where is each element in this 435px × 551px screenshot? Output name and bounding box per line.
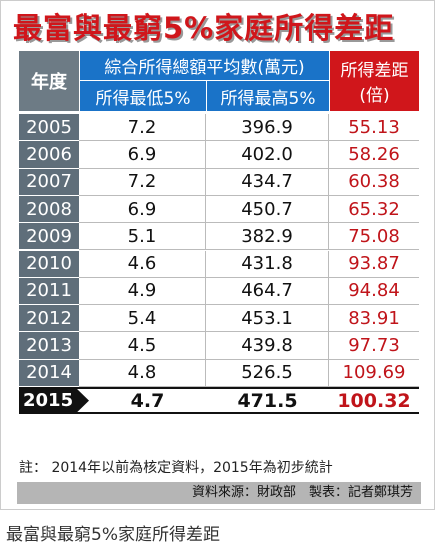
low-value: 4.5: [79, 332, 206, 360]
caption: 最富與最窮5%家庭所得差距: [6, 525, 220, 545]
year: 2012: [19, 305, 79, 333]
note: 註： 2014年以前為核定資料，2015年為初步統計: [19, 460, 333, 476]
ratio-value: 58.26: [329, 141, 419, 169]
low-header: 所得最低5%: [79, 81, 206, 111]
ratio-value: 93.87: [329, 250, 419, 278]
low-value: 4.8: [79, 359, 206, 387]
infographic: 最富與最窮5%家庭所得差距 註： 2014年以前為核定資料，2015年為初步統計…: [0, 0, 435, 510]
year: 2015: [19, 387, 89, 415]
high-value: 439.8: [206, 332, 329, 360]
ratio-value: 94.84: [329, 277, 419, 306]
year: 2009: [19, 223, 79, 251]
year: 2010: [19, 250, 79, 278]
ratio-value: 97.73: [329, 332, 419, 360]
high-value: 396.9: [206, 114, 329, 142]
source: 資料來源：財政部 製表：記者鄭琪芳: [17, 482, 421, 504]
high-value: 464.7: [206, 277, 329, 306]
low-value: 4.7: [130, 389, 165, 412]
low-value: 6.9: [79, 195, 206, 224]
high-value: 434.7: [206, 168, 329, 196]
ratio-value: 60.38: [329, 168, 419, 196]
ratio-value: 75.08: [329, 223, 419, 251]
ratio-header: 所得差距 (倍): [329, 51, 419, 111]
year: 2013: [19, 332, 79, 360]
low-value: 7.2: [79, 114, 206, 142]
low-value: 5.1: [79, 223, 206, 251]
ratio-value: 65.32: [329, 195, 419, 224]
high-value: 402.0: [206, 141, 329, 169]
low-value: 4.6: [79, 250, 206, 278]
high-value: 450.7: [206, 195, 329, 224]
title: 最富與最窮5%家庭所得差距: [13, 11, 395, 45]
ratio-value: 100.32: [337, 389, 411, 412]
high-header: 所得最高5%: [206, 81, 329, 111]
low-value: 6.9: [79, 141, 206, 169]
high-value: 526.5: [206, 359, 329, 387]
year: 2005: [19, 114, 79, 142]
high-value: 382.9: [206, 223, 329, 251]
ratio-value: 83.91: [329, 305, 419, 333]
high-value: 453.1: [206, 305, 329, 333]
year: 2014: [19, 359, 79, 387]
ratio-header-line: 所得差距: [340, 61, 409, 81]
ratio-value: 109.69: [329, 359, 419, 387]
low-value: 5.4: [79, 305, 206, 333]
ratio-header-line: (倍): [359, 86, 390, 106]
year: 2006: [19, 141, 79, 169]
ratio-value: 55.13: [329, 114, 419, 142]
year-header: 年度: [19, 51, 79, 111]
year: 2011: [19, 277, 79, 306]
high-value: 471.5: [237, 389, 298, 412]
high-value: 431.8: [206, 250, 329, 278]
year: 2007: [19, 168, 79, 196]
group-header: 綜合所得總額平均數(萬元): [79, 51, 329, 81]
year: 2008: [19, 195, 79, 224]
low-value: 4.9: [79, 277, 206, 306]
low-value: 7.2: [79, 168, 206, 196]
